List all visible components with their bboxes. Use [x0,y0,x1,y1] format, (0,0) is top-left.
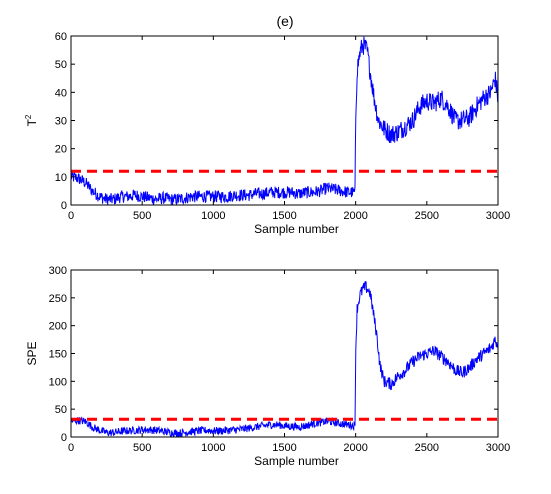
spe-x-axis-label: Sample number [254,454,339,468]
t2-y-tick-label: 20 [55,144,67,156]
spe-x-tick-label: 2000 [343,442,367,454]
spe-y-tick-label: 100 [49,376,67,388]
t2-y-axis-label: T2 [24,114,39,126]
spe-y-tick-label: 300 [49,265,67,277]
spe-y-tick-label: 50 [55,404,67,416]
spe-x-tick-label: 500 [133,442,151,454]
t2-y-tick-label: 10 [55,172,67,184]
spe-y-axis-label: SPE [25,341,39,365]
spe-chart-panel: 0 500 1000 1500 2000 2500 3000 0 50 100 150 200 250 3… [25,265,510,468]
spe-y-tick-label: 0 [61,432,67,444]
figure-title: (e) [276,13,293,29]
spe-statistic-line [71,281,498,437]
spe-y-tick-label: 150 [49,349,67,361]
t2-x-tick-label: 2000 [343,210,367,222]
t2-y-tick-label: 40 [55,87,67,99]
spe-x-tick-label: 1000 [201,442,225,454]
t2-statistic-line [71,36,498,205]
spe-y-tick-label: 200 [49,321,67,333]
spe-x-tick-label: 0 [68,442,74,454]
t2-x-tick-label: 500 [133,210,151,222]
spe-x-tick-label: 2500 [415,442,439,454]
t2-x-axis-label: Sample number [254,222,339,236]
t2-chart-panel: 0 500 1000 1500 2000 2500 3000 0 10 20 30 40 50 60 Sam… [24,31,510,236]
t2-y-tick-label: 60 [55,31,67,43]
t2-x-tick-label: 3000 [486,210,510,222]
spe-x-tick-label: 1500 [272,442,296,454]
t2-axes-box [70,35,499,206]
spe-y-tick-label: 250 [49,293,67,305]
t2-y-tick-label: 30 [55,116,67,128]
t2-x-tick-label: 1000 [201,210,225,222]
t2-x-tick-label: 0 [68,210,74,222]
t2-y-tick-label: 50 [55,59,67,71]
t2-x-tick-label: 1500 [272,210,296,222]
t2-x-tick-label: 2500 [415,210,439,222]
spe-x-tick-label: 3000 [486,442,510,454]
t2-y-tick-label: 0 [61,200,67,212]
